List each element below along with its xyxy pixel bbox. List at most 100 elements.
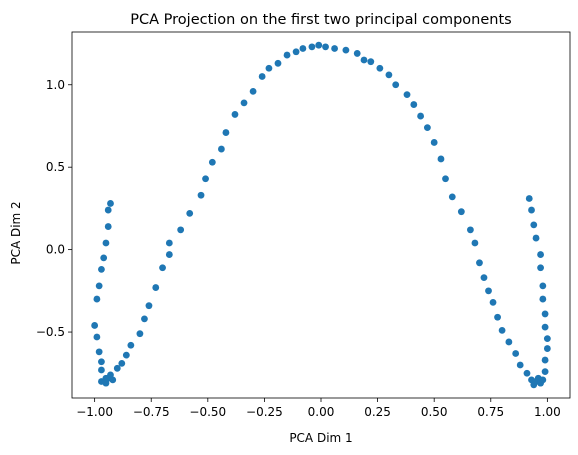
scatter-point [102,239,110,247]
scatter-point [541,368,549,376]
x-tick-label: −0.75 [133,405,170,419]
scatter-point [437,155,445,163]
scatter-point [109,376,117,384]
scatter-point [342,46,350,54]
scatter-point [525,195,533,202]
scatter-point [265,64,273,72]
scatter-point [442,175,449,183]
scatter-point [541,310,549,318]
scatter-point [543,335,551,343]
y-tick-label: 0.5 [46,160,65,174]
tick-layer: −1.00 −0.75 −0.50 −0.25 0.00 0.25 0.50 0.75 1.00… [36,78,561,419]
scatter-point [539,282,547,290]
scatter-point [122,351,130,359]
y-tick-label: 0.0 [46,243,65,257]
scatter-point [537,251,544,258]
scatter-point [541,356,549,364]
scatter-point [165,239,173,247]
scatter-point [299,45,307,52]
scatter-point [494,313,501,321]
scatter-point [471,239,479,247]
point-layer [91,41,551,389]
x-tick-label: 1.00 [534,405,561,419]
y-tick-label: 1.0 [46,78,65,92]
scatter-point [202,175,209,183]
scatter-point [292,48,300,56]
scatter-point [98,266,105,273]
scatter-point [512,350,520,357]
scatter-point [100,254,108,262]
scatter-point [240,99,248,107]
scatter-point [104,206,112,214]
scatter-point [360,56,368,64]
scatter-point [417,112,424,120]
scatter-point [104,223,112,230]
scatter-point [367,58,375,66]
chart-title: PCA Projection on the first two principa… [130,12,511,28]
scatter-point [457,208,465,216]
x-axis-label: PCA Dim 1 [289,431,352,445]
scatter-point [410,101,418,108]
scatter-point [523,369,531,377]
scatter-point [186,209,194,217]
scatter-point [480,274,488,282]
scatter-point [543,345,551,352]
x-tick-label: 0.25 [364,405,391,419]
scatter-point [118,359,126,367]
x-tick-label: 0.50 [421,405,448,419]
scatter-point [98,366,105,374]
scatter-point [95,282,103,290]
scatter-point [392,81,400,89]
scatter-point [537,264,544,272]
y-axis-label: PCA Dim 2 [9,201,23,264]
scatter-point [539,376,547,384]
scatter-point [385,71,393,79]
scatter-point [541,323,549,331]
x-tick-label: 0.75 [477,405,504,419]
x-tick-label: −0.50 [189,405,226,419]
scatter-point [353,50,361,57]
scatter-point [258,73,266,80]
scatter-point [308,43,316,51]
scatter-point [528,206,535,214]
scatter-point [159,264,166,272]
scatter-point [516,361,524,369]
x-tick-label: 0.00 [308,405,335,419]
scatter-point [218,145,225,153]
scatter-point [403,91,411,99]
scatter-point [152,284,160,291]
scatter-point [505,338,513,346]
scatter-point [467,226,474,234]
scatter-point [489,298,497,306]
scatter-point [93,333,101,341]
scatter-point [532,234,540,242]
scatter-point [177,226,185,234]
scatter-point [95,348,103,356]
scatter-point [197,191,205,199]
axes-frame [71,31,571,399]
scatter-point [476,259,483,267]
scatter-point [127,341,135,349]
scatter-point [222,129,230,136]
scatter-point [448,193,456,201]
scatter-point [165,251,173,258]
scatter-point [331,45,338,52]
x-tick-label: −1.00 [76,405,113,419]
scatter-point [249,87,257,95]
scatter-point [485,287,492,295]
scatter-point [283,51,291,59]
x-tick-label: −0.25 [246,405,283,419]
y-tick-label: −0.5 [36,325,65,339]
scatter-point [423,124,431,132]
scatter-point [145,302,153,310]
scatter-point [231,111,239,118]
scatter-point [315,41,323,49]
scatter-point [322,43,329,51]
scatter-point [376,64,384,72]
scatter-point [274,59,282,67]
scatter-point [113,364,121,372]
scatter-point [91,322,99,329]
scatter-point [430,139,438,146]
scatter-point [141,315,148,323]
